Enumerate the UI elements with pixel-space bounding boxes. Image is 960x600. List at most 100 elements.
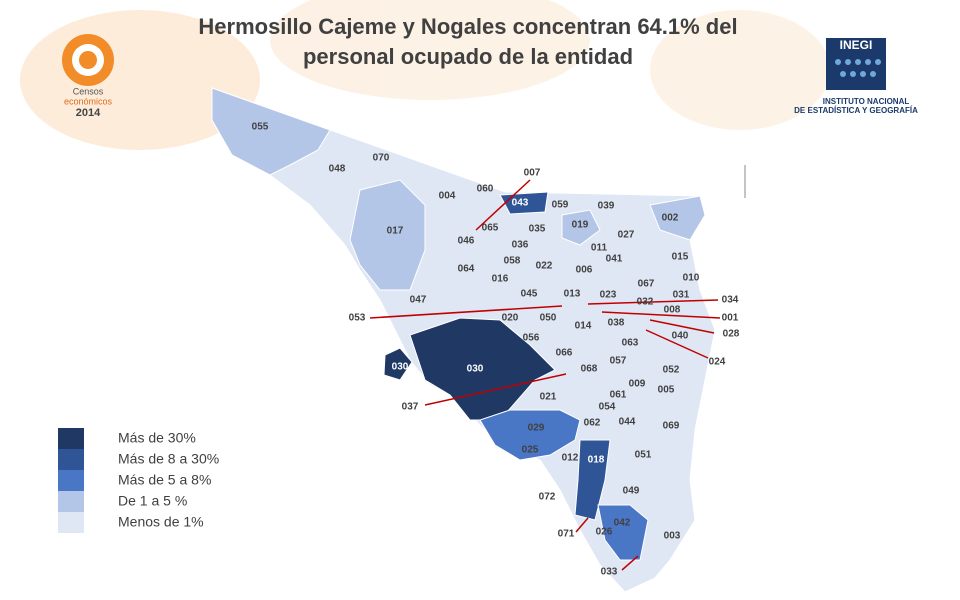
logo-text: económicos: [64, 96, 113, 106]
municipality-label: 032: [637, 297, 654, 308]
municipality-label: 036: [512, 240, 529, 251]
municipality-region: [479, 409, 581, 461]
regions: [211, 87, 716, 593]
municipality-label: 056: [523, 333, 540, 344]
municipality-label: 015: [672, 252, 689, 263]
municipality-label: 016: [492, 274, 509, 285]
municipality-label: 041: [606, 254, 623, 265]
municipality-label: 011: [591, 243, 608, 254]
municipality-region: [211, 87, 331, 176]
municipality-region: [349, 179, 426, 291]
municipality-label: 063: [622, 338, 639, 349]
legend-label: De 1 a 5 %: [118, 493, 187, 509]
municipality-region: [383, 347, 413, 381]
legend-label: Más de 30%: [118, 430, 196, 446]
municipality-label: 013: [564, 289, 581, 300]
municipality-label: 072: [539, 492, 556, 503]
logo-text: Censos: [73, 86, 104, 96]
municipality-label: 008: [664, 305, 681, 316]
municipality-label: 020: [502, 313, 519, 324]
municipality-label: 023: [600, 290, 617, 301]
municipality-label: 046: [458, 236, 475, 247]
municipality-label: 051: [635, 450, 652, 461]
municipality-label: 030: [392, 362, 409, 373]
municipality-label: 049: [623, 486, 640, 497]
municipality-label: 066: [556, 348, 573, 359]
municipality-label: 059: [552, 200, 569, 211]
municipality-region: [597, 504, 649, 561]
legend-swatch: [58, 428, 84, 449]
municipality-label: 002: [662, 213, 679, 224]
title: personal ocupado de la entidad: [303, 44, 633, 69]
municipality-label: 009: [629, 379, 646, 390]
arrows: [369, 179, 721, 571]
municipality-label: 069: [663, 421, 680, 432]
municipality-label: 040: [672, 331, 689, 342]
legend-swatch: [58, 449, 84, 470]
legend-label: Más de 5 a 8%: [118, 472, 211, 488]
municipality-label: 006: [576, 265, 593, 276]
municipality-label: 005: [658, 385, 675, 396]
municipality-region: [574, 439, 611, 521]
municipality-label: 028: [723, 329, 740, 340]
municipality-label: 067: [638, 279, 655, 290]
municipality-label: 022: [536, 261, 553, 272]
municipality-label: 064: [458, 264, 475, 275]
municipality-label: 038: [608, 318, 625, 329]
municipality-label: 057: [610, 356, 627, 367]
municipality-label: 019: [572, 220, 589, 231]
municipality-label: 052: [663, 365, 680, 376]
municipality-label: 047: [410, 295, 427, 306]
municipality-label: 026: [596, 527, 613, 538]
legend-label: Más de 8 a 30%: [118, 451, 219, 467]
municipality-label: 007: [524, 168, 541, 179]
municipality-label: 043: [512, 198, 529, 209]
municipality-label: 058: [504, 256, 521, 267]
logo-text: 2014: [76, 107, 101, 119]
municipality-label: 054: [599, 402, 616, 413]
municipality-label: 060: [477, 184, 494, 195]
municipality-label: 062: [584, 418, 601, 429]
legend: Más de 30% Más de 8 a 30% Más de 5 a 8% De …: [58, 428, 219, 533]
municipality-label: 035: [529, 224, 546, 235]
municipality-label: 029: [528, 423, 545, 434]
legend-swatch: [58, 470, 84, 491]
municipality-label: 061: [610, 390, 627, 401]
logo-text: DE ESTADÍSTICA Y GEOGRAFÍA: [794, 106, 918, 115]
municipality-label: 034: [722, 295, 739, 306]
municipality-label: 021: [540, 392, 557, 403]
municipality-label: 053: [349, 313, 366, 324]
municipality-region: [561, 209, 601, 246]
municipality-label: 025: [522, 445, 539, 456]
municipality-label: 018: [588, 455, 605, 466]
municipality-region: [409, 317, 556, 421]
legend-swatch: [58, 512, 84, 533]
municipality-label: 068: [581, 364, 598, 375]
municipality-label: 071: [558, 529, 575, 540]
municipality-label: 033: [601, 567, 618, 578]
municipality-label: 050: [540, 313, 557, 324]
municipality-label: 037: [402, 402, 419, 413]
municipality-label: 030: [467, 364, 484, 375]
municipality-label: 024: [709, 357, 726, 368]
censos-logo: Censos económicos 2014: [62, 34, 114, 119]
legend-swatch: [58, 491, 84, 512]
municipality-label: 012: [562, 453, 579, 464]
municipality-label: 045: [521, 289, 538, 300]
municipality-label: 017: [387, 226, 404, 237]
municipality-label: 014: [575, 321, 592, 332]
municipality-label: 039: [598, 201, 615, 212]
title: Hermosillo Cajeme y Nogales concentran 6…: [198, 14, 737, 39]
municipality-label: 048: [329, 164, 346, 175]
municipality-label: 001: [722, 313, 739, 324]
municipality-label: 031: [673, 290, 690, 301]
municipality-label: 004: [439, 191, 456, 202]
municipality-region: [649, 195, 706, 241]
municipality-label: 027: [618, 230, 635, 241]
legend-label: Menos de 1%: [118, 514, 204, 530]
municipality-label: 003: [664, 531, 681, 542]
municipality-label: 065: [482, 223, 499, 234]
inegi-logo: INEGI INSTITUTO NACIONAL DE ESTADÍSTICA …: [794, 38, 918, 115]
